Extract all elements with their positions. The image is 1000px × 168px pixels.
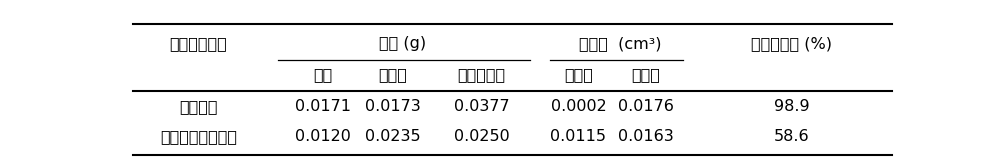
Text: 疏水孔占比 (%): 疏水孔占比 (%) — [751, 36, 832, 51]
Text: 常规气体扩散电极: 常规气体扩散电极 — [160, 129, 237, 144]
Text: 疏水孔: 疏水孔 — [631, 67, 660, 82]
Text: 0.0176: 0.0176 — [618, 99, 674, 114]
Text: 质量 (g): 质量 (g) — [379, 36, 426, 51]
Text: 58.6: 58.6 — [774, 129, 809, 144]
Text: 98.9: 98.9 — [774, 99, 809, 114]
Text: 浸水后: 浸水后 — [378, 67, 407, 82]
Text: 0.0235: 0.0235 — [365, 129, 420, 144]
Text: 亲水孔: 亲水孔 — [564, 67, 593, 82]
Text: 本发明例: 本发明例 — [179, 99, 218, 114]
Text: 0.0377: 0.0377 — [454, 99, 509, 114]
Text: 0.0002: 0.0002 — [550, 99, 606, 114]
Text: 0.0115: 0.0115 — [550, 129, 606, 144]
Text: 原始: 原始 — [313, 67, 332, 82]
Text: 0.0173: 0.0173 — [364, 99, 420, 114]
Text: 0.0171: 0.0171 — [295, 99, 351, 114]
Text: 气体扩散电极: 气体扩散电极 — [170, 36, 228, 51]
Text: 0.0250: 0.0250 — [454, 129, 509, 144]
Text: 浸十二烷后: 浸十二烷后 — [457, 67, 506, 82]
Text: 0.0163: 0.0163 — [618, 129, 674, 144]
Text: 0.0120: 0.0120 — [295, 129, 351, 144]
Text: 孔体积  (cm³): 孔体积 (cm³) — [579, 36, 661, 51]
